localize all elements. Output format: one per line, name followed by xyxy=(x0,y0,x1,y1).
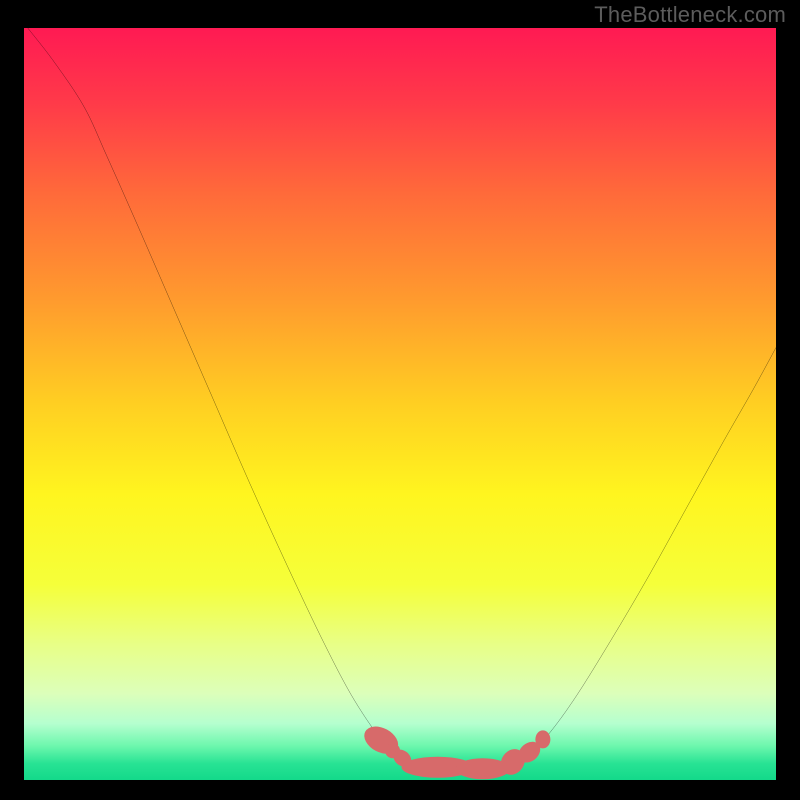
plot-area xyxy=(24,28,776,780)
curve-right-branch xyxy=(520,348,776,761)
curve-left-branch xyxy=(28,28,521,770)
watermark-text: TheBottleneck.com xyxy=(594,2,786,28)
chart-stage: TheBottleneck.com xyxy=(0,0,800,800)
bottleneck-curve xyxy=(24,28,776,780)
valley-marker xyxy=(535,730,550,748)
